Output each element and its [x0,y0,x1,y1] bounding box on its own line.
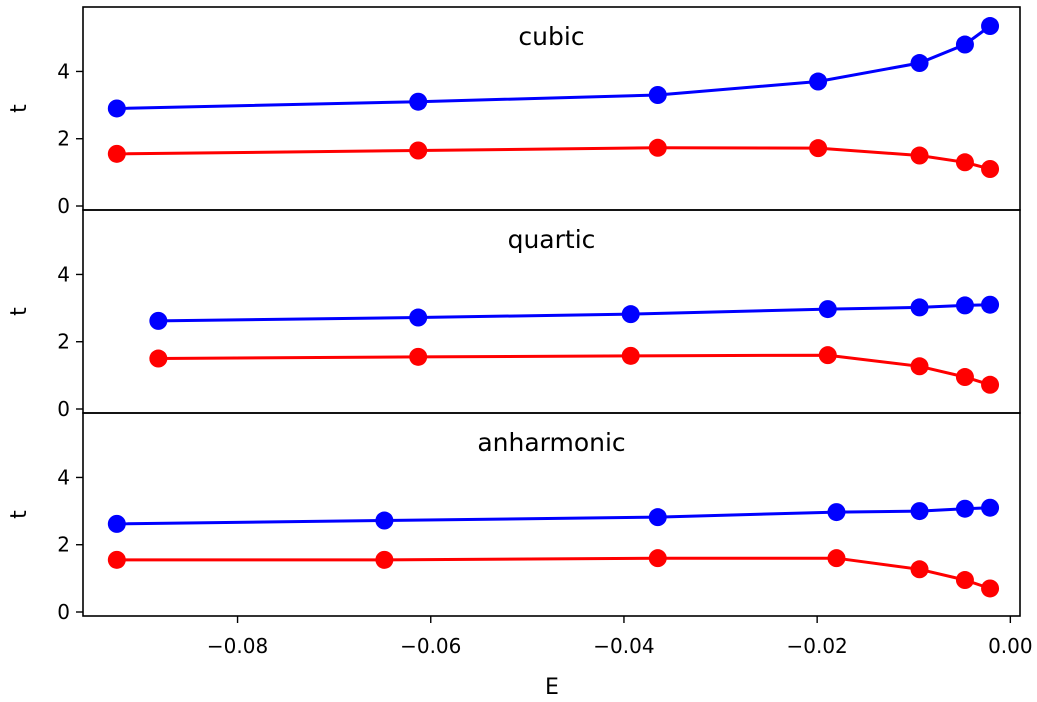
series-line [116,146,991,171]
data-point [981,17,1000,36]
data-point [375,511,394,530]
data-point [981,375,1000,394]
data-point [648,549,667,568]
data-point [809,72,828,91]
y-axis-label: t [7,307,32,316]
data-point [981,498,1000,517]
y-tick-label: 2 [57,533,70,557]
x-tick-label: −0.06 [400,634,461,658]
data-point [621,346,640,365]
data-point [955,296,974,315]
y-tick-label: 0 [57,194,70,218]
data-point [955,571,974,590]
data-point [809,139,828,158]
y-tick-label: 0 [57,600,70,624]
data-point [955,153,974,172]
y-tick-label: 2 [57,330,70,354]
x-tick-label: −0.02 [786,634,847,658]
y-tick-label: 0 [57,397,70,421]
data-point [910,298,929,317]
data-point [149,349,168,368]
data-point [107,514,126,533]
data-point [981,295,1000,314]
series-line [116,556,991,590]
x-axis-label: E [545,675,559,700]
panel-title: anharmonic [477,428,625,457]
data-point [955,35,974,54]
data-point [648,508,667,527]
data-point [910,146,929,165]
panel-frame [82,412,1021,617]
y-axis-label: t [7,510,32,519]
data-point [910,357,929,376]
data-point [107,144,126,163]
y-tick-label: 2 [57,127,70,151]
data-point [910,502,929,521]
panel-title: cubic [518,22,584,51]
data-point [409,92,428,111]
data-point [107,99,126,118]
panel-cubic: 0 2 4 t cubic [7,6,1021,218]
data-point [827,503,846,522]
series-line [116,506,991,526]
data-point [107,550,126,569]
data-point [981,160,1000,178]
y-tick-label: 4 [57,59,70,83]
data-point [910,54,929,73]
data-point [981,579,1000,598]
x-tick-label: −0.08 [207,634,268,658]
x-tick-label: −0.04 [593,634,654,658]
data-point [955,499,974,518]
data-point [818,346,837,365]
series-line [158,303,991,323]
y-tick-label: 4 [57,465,70,489]
data-point [955,368,974,387]
data-point [409,141,428,160]
panel-title: quartic [508,225,596,254]
data-point [827,549,846,568]
panel-anharmonic: 0 2 4 t anharmonic [7,412,1021,624]
x-tick-label: 0.00 [988,634,1033,658]
y-axis-label: t [7,104,32,113]
data-point [648,86,667,104]
data-point [375,550,394,569]
data-point [149,311,168,330]
data-point [648,138,667,157]
data-point [409,308,428,327]
y-tick-label: 4 [57,262,70,286]
data-point [621,305,640,324]
data-point [910,560,929,579]
panel-quartic: 0 2 4 t quartic [7,209,1021,421]
series-line [158,353,991,387]
data-point [818,300,837,319]
data-point [409,347,428,366]
